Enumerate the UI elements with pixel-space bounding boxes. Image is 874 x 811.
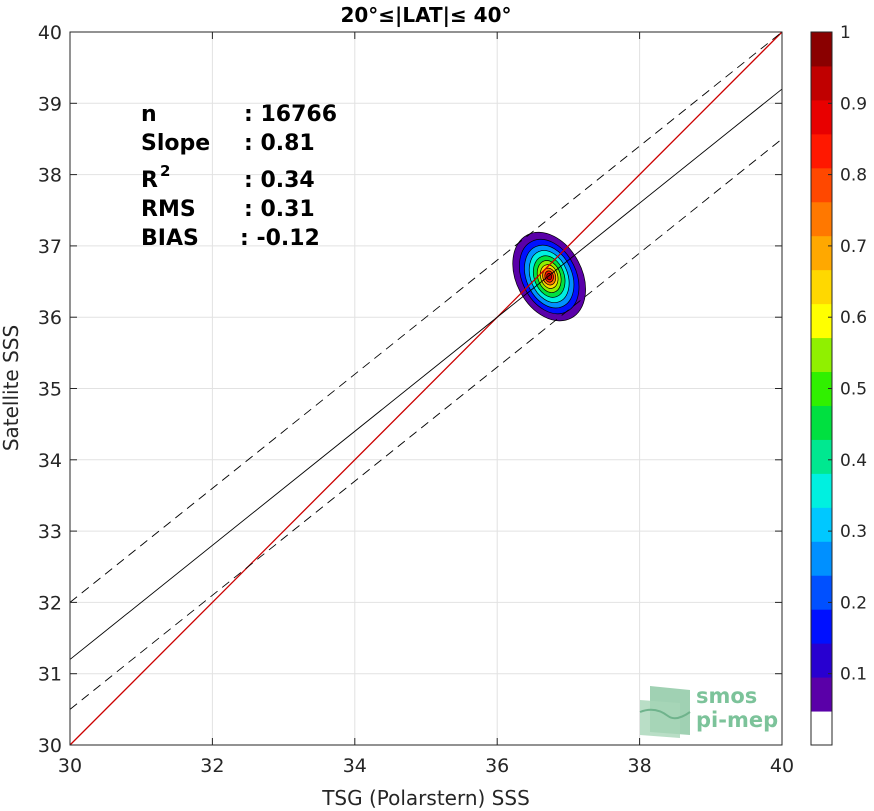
y-tick-label: 37: [38, 236, 62, 258]
fit_upper-line: [69, 31, 783, 603]
chart-title: 20°≤|LAT|≤ 40°: [340, 3, 511, 27]
colorbar-segment: [811, 541, 832, 576]
fit-line: [69, 88, 783, 660]
stat-rms-label: RMS: [141, 197, 196, 222]
y-axis-label: Satellite SSS: [0, 325, 23, 451]
colorbar-segment: [811, 507, 832, 542]
colorbar-tick-label: 0.5: [840, 380, 867, 400]
colorbar-segment: [811, 643, 832, 678]
reference-lines: [69, 31, 783, 746]
logo-text-line2: pi-mep: [696, 708, 778, 732]
colorbar-tick-label: 0.1: [840, 665, 867, 685]
y-tick-label: 34: [38, 450, 62, 472]
stat-n-value: : 16766: [244, 102, 337, 127]
colorbar-segment: [811, 269, 832, 305]
logo-text-line1: smos: [696, 684, 757, 708]
colorbar-segment: [811, 439, 832, 474]
colorbar-segment: [811, 677, 832, 712]
x-tick-label: 32: [200, 755, 224, 777]
y-tick-label: 35: [38, 379, 62, 401]
stats-box: n : 16766 Slope : 0.81 R 2 : 0.34 RMS : …: [141, 102, 337, 251]
stat-slope-value: : 0.81: [244, 131, 315, 156]
colorbar-tick-label: 0.7: [840, 237, 867, 257]
stat-r2-superscript: 2: [160, 162, 170, 180]
stat-r2-label: R: [141, 168, 158, 193]
x-axis-label: TSG (Polarstern) SSS: [321, 786, 530, 810]
x-tick-label: 36: [485, 755, 509, 777]
colorbar-segment: [811, 32, 832, 67]
stat-slope-label: Slope: [141, 131, 210, 156]
colorbar-segment: [811, 405, 832, 440]
colorbar-tick-label: 0.8: [840, 166, 867, 186]
x-ticks: 30 32 34 36 38 40: [58, 32, 794, 777]
colorbar-segment: [811, 167, 832, 203]
colorbar-ticks: 0.1 0.2 0.3 0.4 0.5 0.6 0.7 0.8 0.9 1: [828, 23, 867, 685]
stat-n-label: n: [141, 102, 157, 127]
stat-r2-value: : 0.34: [244, 168, 315, 193]
colorbar: [811, 32, 832, 746]
stat-bias-label: BIAS: [141, 226, 199, 251]
colorbar-segment: [811, 133, 832, 169]
smos-pimep-logo: smos pi-mep: [639, 684, 778, 738]
colorbar-tick-label: 0.2: [840, 593, 867, 613]
stat-rms-value: : 0.31: [244, 197, 315, 222]
colorbar-segment: [811, 303, 832, 339]
y-ticks: 30 31 32 33 34 35 36 37 38 39 40: [38, 22, 782, 757]
density-contours: [512, 231, 586, 322]
colorbar-segment: [811, 235, 832, 271]
stat-bias-value: : -0.12: [240, 226, 320, 251]
y-tick-label: 31: [38, 664, 62, 686]
colorbar-segment: [811, 99, 832, 135]
colorbar-segment: [811, 201, 832, 237]
y-tick-label: 33: [38, 521, 62, 543]
x-tick-label: 38: [628, 755, 652, 777]
y-tick-label: 38: [38, 165, 62, 187]
colorbar-tick-label: 0.9: [840, 94, 867, 114]
colorbar-segment: [811, 711, 832, 746]
y-tick-label: 36: [38, 307, 62, 329]
colorbar-segment: [811, 371, 832, 406]
colorbar-segment: [811, 609, 832, 644]
colorbar-tick-label: 0.6: [840, 308, 867, 328]
colorbar-tick-label: 0.3: [840, 522, 867, 542]
y-tick-label: 32: [38, 592, 62, 614]
x-tick-label: 40: [770, 755, 794, 777]
colorbar-tick-label: 0.4: [840, 451, 867, 471]
colorbar-segment: [811, 473, 832, 508]
colorbar-segment: [811, 337, 832, 373]
y-tick-label: 40: [38, 22, 62, 44]
colorbar-tick-label: 1: [840, 23, 851, 43]
logo-wave-icon: [639, 686, 691, 738]
fit_lower-line: [69, 138, 783, 710]
colorbar-segment: [811, 65, 832, 101]
colorbar-segment: [811, 575, 832, 610]
x-tick-label: 30: [58, 755, 82, 777]
y-tick-label: 39: [38, 93, 62, 115]
y-tick-label: 30: [38, 735, 62, 757]
identity-line: [69, 31, 783, 746]
x-tick-label: 34: [343, 755, 367, 777]
